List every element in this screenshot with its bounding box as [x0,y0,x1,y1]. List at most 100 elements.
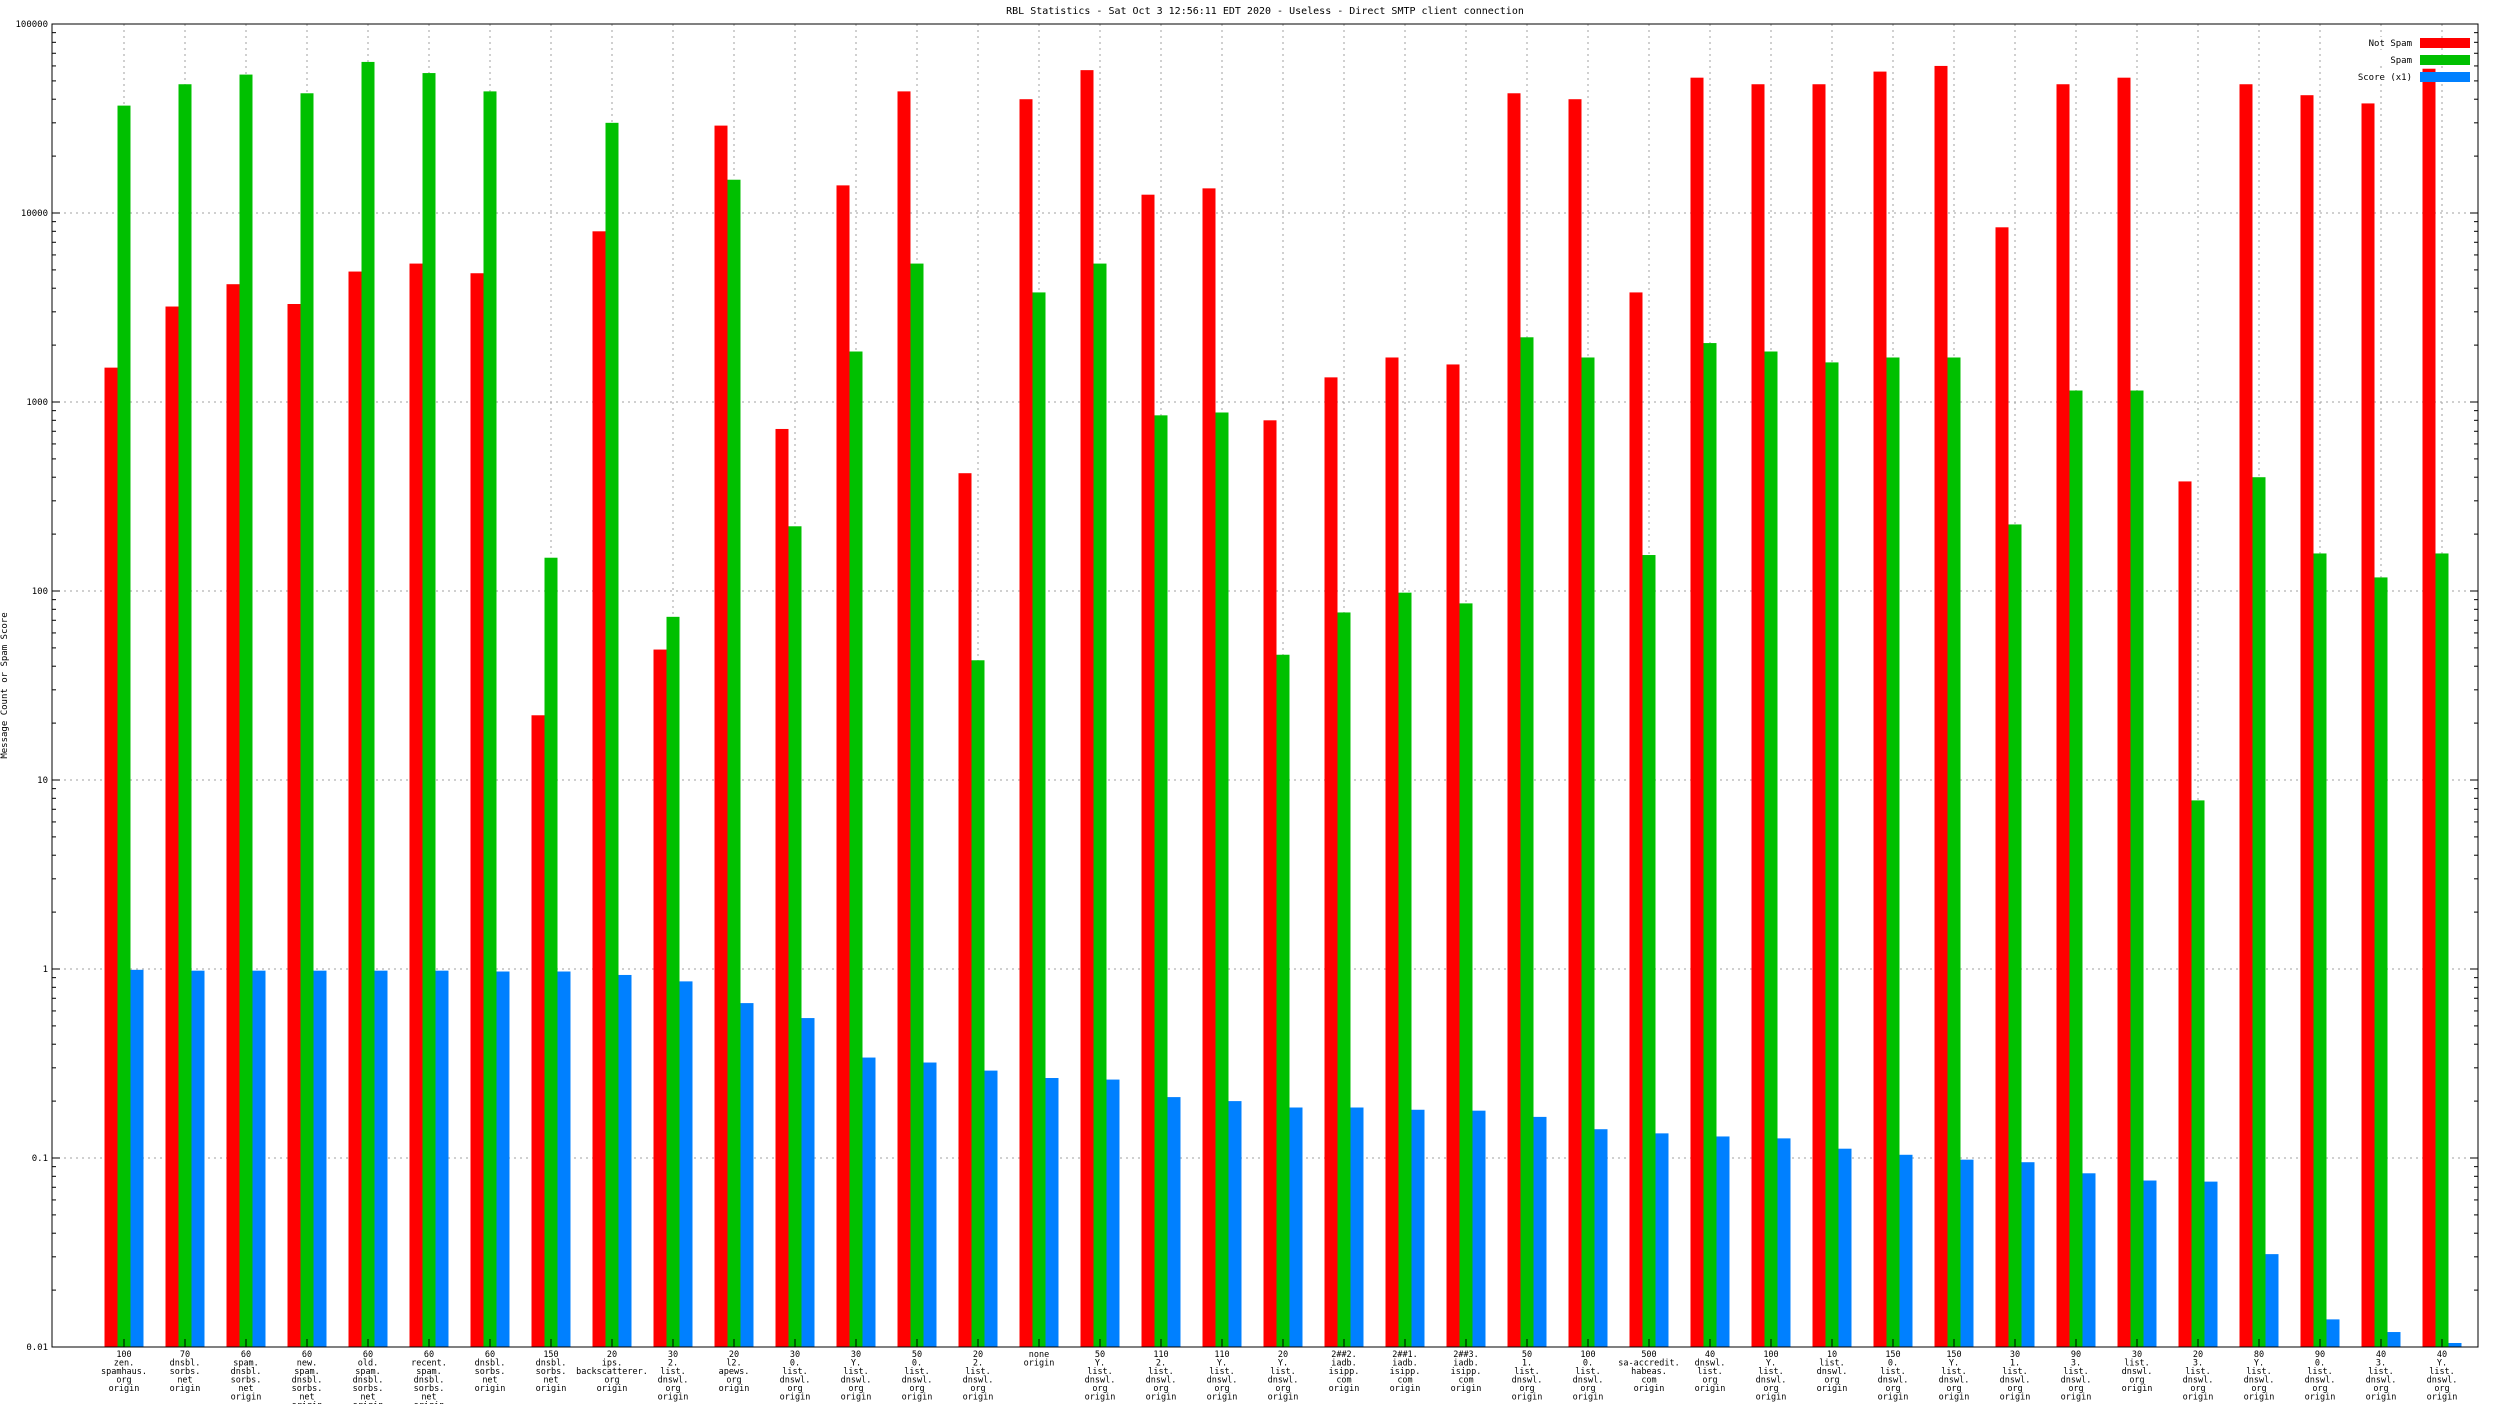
bar-not-spam [165,306,179,1348]
x-tick-label: net [482,1376,497,1386]
x-tick-label: 150 [543,1350,558,1360]
x-tick-label: 60 [363,1350,373,1360]
bar-not-spam [1324,377,1338,1347]
x-tick-label: dnswl. [780,1376,811,1386]
x-tick-label: 150 [1885,1350,1900,1360]
x-tick-label: origin [170,1384,201,1394]
x-tick-label: 20 [1278,1350,1288,1360]
bar-spam [1337,612,1351,1347]
x-tick-label: org [2312,1384,2327,1394]
bar-not-spam [1812,84,1826,1348]
x-tick-label: 50 [912,1350,922,1360]
x-tick-label: 40 [2376,1350,2386,1360]
bar-spam [1581,357,1595,1348]
x-tick-label: 30 [668,1350,678,1360]
x-tick-label: sorbs. [231,1376,262,1386]
x-tick-label: 2. [973,1359,983,1369]
x-tick-label: isipp. [1451,1367,1482,1377]
x-tick-label: origin [1146,1393,1177,1403]
x-tick-label: origin [1756,1393,1787,1403]
y-tick-label: 0.1 [32,1154,48,1164]
bar-score-x1 [2082,1173,2096,1347]
bar-score-x1 [1899,1154,1913,1347]
bar-not-spam [1995,227,2009,1347]
x-tick-label: dnsbl. [414,1376,445,1386]
x-tick-label: backscatterer. [576,1367,648,1377]
x-tick-label: recent. [411,1359,447,1369]
bar-spam [605,122,619,1347]
x-tick-label: isipp. [1329,1367,1360,1377]
x-tick-label: dnswl. [1573,1376,1604,1386]
bar-spam [2435,553,2449,1347]
x-tick-label: list. [843,1367,869,1377]
x-tick-label: dnswl. [963,1376,994,1386]
x-tick-label: dnswl. [1695,1359,1726,1369]
x-tick-label: origin [2244,1393,2275,1403]
legend-swatch [2420,55,2470,65]
bar-score-x1 [801,1018,815,1347]
x-tick-label: dnswl. [1756,1376,1787,1386]
y-tick-label: 1 [43,965,48,975]
x-tick-label: org [604,1376,619,1386]
x-tick-label: 10 [1827,1350,1837,1360]
x-tick-label: 1. [1522,1359,1532,1369]
x-tick-label: org [1580,1384,1595,1394]
bar-spam [2313,553,2327,1347]
bar-not-spam [2300,95,2314,1347]
bar-score-x1 [1472,1110,1486,1347]
x-tick-label: origin [1573,1393,1604,1403]
bar-score-x1 [1289,1107,1303,1347]
bar-not-spam [1263,420,1277,1347]
bar-spam [1154,415,1168,1347]
x-tick-label: Y. [2437,1359,2447,1369]
bar-score-x1 [1838,1148,1852,1347]
x-tick-label: 90 [2071,1350,2081,1360]
bar-score-x1 [2021,1162,2035,1347]
y-tick-label: 100 [32,587,48,597]
bar-spam [117,105,131,1348]
x-tick-label: 30 [2132,1350,2142,1360]
x-tick-label: dnswl. [2122,1367,2153,1377]
x-tick-label: list. [1087,1367,1113,1377]
x-tick-label: origin [2305,1393,2336,1403]
bar-score-x1 [2143,1180,2157,1347]
bar-spam [971,660,985,1347]
x-tick-label: origin [1817,1384,1848,1394]
x-tick-label: iadb. [1331,1359,1357,1369]
x-tick-label: 60 [241,1350,251,1360]
x-tick-label: Y. [1095,1359,1105,1369]
x-tick-label: 100 [116,1350,131,1360]
x-tick-label: dnswl. [1939,1376,1970,1386]
legend: Not Spam Spam Score (x1) [2322,37,2470,83]
x-tick-label: origin [1268,1393,1299,1403]
x-tick-label: sa-accredit. [1618,1359,1679,1369]
x-tick-label: iadb. [1392,1359,1418,1369]
bar-score-x1 [435,970,449,1347]
bar-score-x1 [1655,1133,1669,1347]
bar-spam [483,91,497,1347]
x-tick-label: origin [2000,1393,2031,1403]
bar-spam [1093,263,1107,1347]
bar-score-x1 [2326,1319,2340,1347]
x-tick-label: 0. [1583,1359,1593,1369]
x-tick-label: dnsbl. [475,1359,506,1369]
x-tick-label: list. [1575,1367,1601,1377]
bar-spam [1398,592,1412,1347]
bar-not-spam [2422,68,2436,1347]
bar-score-x1 [557,971,571,1347]
bar-score-x1 [1167,1097,1181,1347]
bar-score-x1 [1960,1159,1974,1347]
x-tick-label: origin [292,1401,323,1404]
x-tick-label: org [848,1384,863,1394]
x-tick-label: origin [2427,1393,2458,1403]
x-tick-label: org [2007,1384,2022,1394]
bar-spam [361,61,375,1347]
x-tick-label: dnsbl. [292,1376,323,1386]
x-tick-label: 60 [302,1350,312,1360]
x-tick-label: list. [1941,1367,1967,1377]
x-tick-label: dnsbl. [170,1359,201,1369]
x-tick-label: old. [358,1359,378,1369]
x-tick-label: 40 [1705,1350,1715,1360]
x-tick-label: org [1885,1384,1900,1394]
